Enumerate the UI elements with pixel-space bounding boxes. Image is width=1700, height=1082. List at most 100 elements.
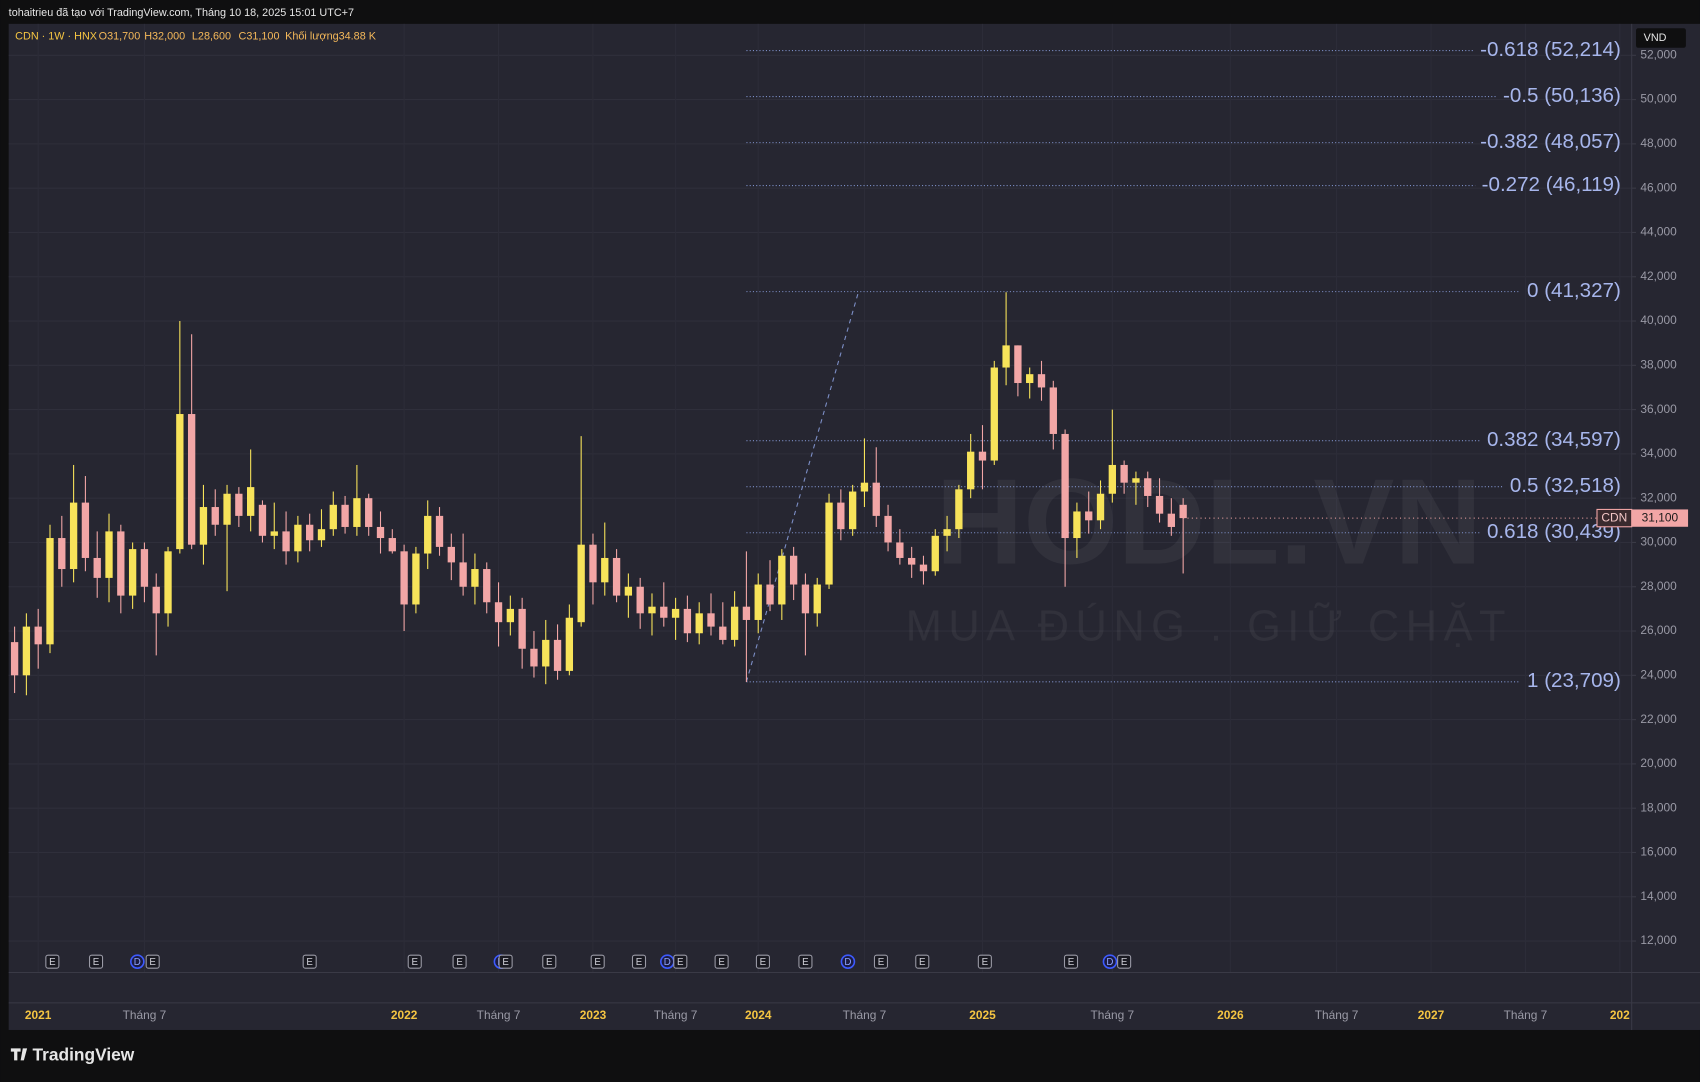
- candle-body: [719, 626, 727, 640]
- event-label: E: [594, 957, 601, 968]
- candle-body: [908, 557, 916, 565]
- ohlc-open: O31,700: [99, 31, 141, 43]
- event-badge: [977, 954, 992, 969]
- candle-body: [1061, 433, 1069, 539]
- event-badge: [590, 954, 605, 969]
- y-tick-label: 30,000: [1640, 535, 1677, 549]
- x-tick-label: 2027: [1418, 1008, 1445, 1022]
- candle-body: [860, 482, 869, 492]
- event-label: D: [1106, 957, 1113, 968]
- candle-body: [919, 564, 928, 572]
- candle-body: [967, 451, 975, 490]
- event-marker: E: [498, 954, 513, 969]
- event-marker: D: [130, 954, 145, 969]
- candle-body: [459, 562, 467, 587]
- x-tick-label: 2026: [1217, 1008, 1244, 1022]
- y-tick-label: 24,000: [1640, 667, 1677, 681]
- candle-body: [164, 551, 172, 614]
- candle-body: [624, 586, 633, 596]
- brand-logo: [10, 1048, 28, 1061]
- event-marker: D: [660, 954, 675, 969]
- event-label: E: [1068, 957, 1075, 968]
- candle-body: [612, 557, 621, 596]
- candle-body: [837, 502, 845, 530]
- candle-body: [506, 608, 514, 623]
- event-label: E: [878, 957, 885, 968]
- event-marker: E: [714, 954, 729, 969]
- event-badge: [88, 954, 104, 969]
- event-badge: [798, 954, 813, 969]
- brand: TradingView: [33, 1045, 135, 1065]
- currency-box: [1636, 28, 1686, 48]
- candle-body: [778, 555, 786, 605]
- event-marker: E: [88, 954, 104, 969]
- y-tick-label: 14,000: [1640, 889, 1677, 903]
- candle-body: [424, 515, 432, 554]
- watermark-slogan: MUA ĐÚNG . GIỮ CHẶT: [906, 602, 1512, 650]
- candle-body: [742, 606, 751, 620]
- event-badge: [130, 954, 145, 969]
- event-marker: E: [977, 954, 992, 969]
- event-badge: [145, 954, 160, 969]
- y-tick-label: 46,000: [1640, 180, 1677, 194]
- event-marker: E: [873, 954, 889, 969]
- y-tick-label: 28,000: [1640, 579, 1677, 593]
- candle-body: [1144, 478, 1152, 496]
- candle-body: [1037, 374, 1046, 388]
- candle-body: [306, 524, 314, 541]
- candle-body: [1179, 504, 1187, 519]
- candle-body: [683, 608, 692, 634]
- y-tick-label: 32,000: [1640, 490, 1677, 504]
- event-marker: E: [452, 954, 467, 969]
- y-tick-label: 44,000: [1640, 225, 1677, 239]
- x-tick-label: 202: [1610, 1008, 1630, 1022]
- candle-body: [671, 608, 680, 618]
- y-tick-label: 52,000: [1640, 47, 1677, 61]
- candle-body: [978, 451, 987, 461]
- x-tick-label: Tháng 7: [123, 1008, 167, 1022]
- candle-body: [223, 493, 231, 525]
- candle-body: [247, 487, 255, 516]
- price-tag-label: 31,100: [1642, 510, 1679, 524]
- candle-body: [128, 549, 137, 596]
- x-tick-label: Tháng 7: [1090, 1008, 1134, 1022]
- event-badge: [452, 954, 467, 969]
- candle-body: [1014, 345, 1022, 384]
- event-badge: [755, 954, 770, 969]
- candle-body: [801, 584, 810, 614]
- candle-body: [93, 557, 101, 578]
- event-label: E: [456, 957, 463, 968]
- candle-body: [1155, 495, 1164, 514]
- candle-body: [648, 606, 656, 614]
- event-marker: E: [1063, 954, 1079, 969]
- x-tick-label: 2024: [745, 1008, 772, 1022]
- candle-body: [199, 507, 208, 545]
- event-label: E: [677, 957, 684, 968]
- price-tag: [1631, 509, 1689, 527]
- event-label: E: [49, 957, 56, 968]
- candle-body: [400, 551, 408, 605]
- candle-body: [577, 544, 585, 623]
- fib-label: 0.618 (30,439): [1487, 520, 1621, 543]
- event-label: E: [1121, 957, 1128, 968]
- event-marker: E: [302, 954, 317, 969]
- fib-label: -0.272 (46,119): [1482, 173, 1621, 196]
- candle-body: [766, 584, 774, 605]
- y-tick-label: 20,000: [1640, 756, 1677, 770]
- y-tick-label: 40,000: [1640, 313, 1677, 327]
- event-marker: E: [673, 954, 688, 969]
- y-tick-label: 16,000: [1640, 845, 1677, 859]
- candle-body: [1049, 387, 1057, 434]
- event-label: D: [134, 957, 141, 968]
- y-tick-label: 26,000: [1640, 623, 1677, 637]
- fib-label: 0.382 (34,597): [1487, 428, 1621, 451]
- candle-body: [1085, 511, 1093, 521]
- event-marker: E: [407, 954, 422, 969]
- candle-body: [990, 367, 998, 461]
- x-tick-label: Tháng 7: [843, 1008, 887, 1022]
- candle-body: [695, 613, 703, 634]
- event-badge: [631, 954, 647, 969]
- candle-body: [81, 502, 90, 558]
- candle-body: [565, 617, 574, 671]
